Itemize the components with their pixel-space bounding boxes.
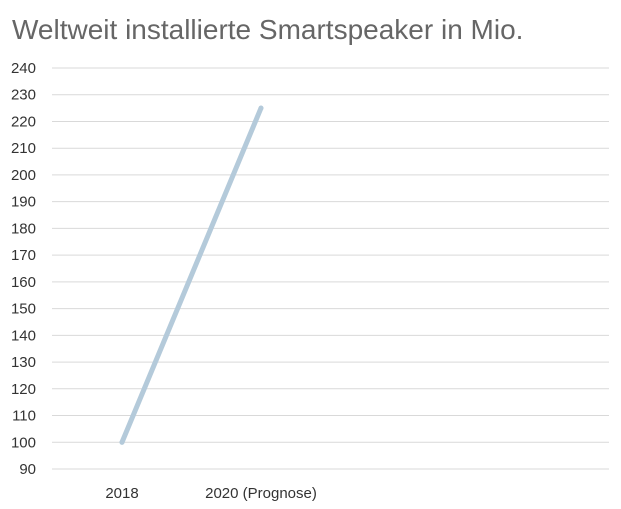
x-tick-label: 2018 xyxy=(105,485,138,502)
y-tick-label: 180 xyxy=(11,220,36,237)
gridlines xyxy=(52,67,609,470)
y-tick-label: 170 xyxy=(11,247,36,264)
chart-title: Weltweit installierte Smartspeaker in Mi… xyxy=(12,14,524,45)
y-tick-label: 220 xyxy=(11,113,36,130)
series-line xyxy=(119,105,264,445)
y-tick-label: 100 xyxy=(11,434,36,451)
data-point xyxy=(258,105,264,111)
y-tick-label: 90 xyxy=(19,461,36,478)
y-tick-label: 160 xyxy=(11,274,36,291)
y-tick-label: 150 xyxy=(11,301,36,318)
y-tick-label: 110 xyxy=(12,408,36,425)
x-tick-label: 2020 (Prognose) xyxy=(205,485,317,502)
series-lines xyxy=(119,105,264,445)
y-tick-label: 130 xyxy=(11,354,36,371)
x-axis-labels: 2018 2020 (Prognose) xyxy=(105,485,317,502)
y-tick-label: 240 xyxy=(11,60,36,77)
y-tick-label: 140 xyxy=(11,327,36,344)
y-axis-labels: 90 100 110 120 130 140 150 160 170 180 190 200 210 22… xyxy=(11,60,36,478)
y-tick-label: 200 xyxy=(11,167,36,184)
y-tick-label: 190 xyxy=(11,194,36,211)
y-tick-label: 230 xyxy=(11,87,36,104)
y-tick-label: 210 xyxy=(11,140,36,157)
y-tick-label: 120 xyxy=(11,381,36,398)
data-point xyxy=(119,439,125,445)
